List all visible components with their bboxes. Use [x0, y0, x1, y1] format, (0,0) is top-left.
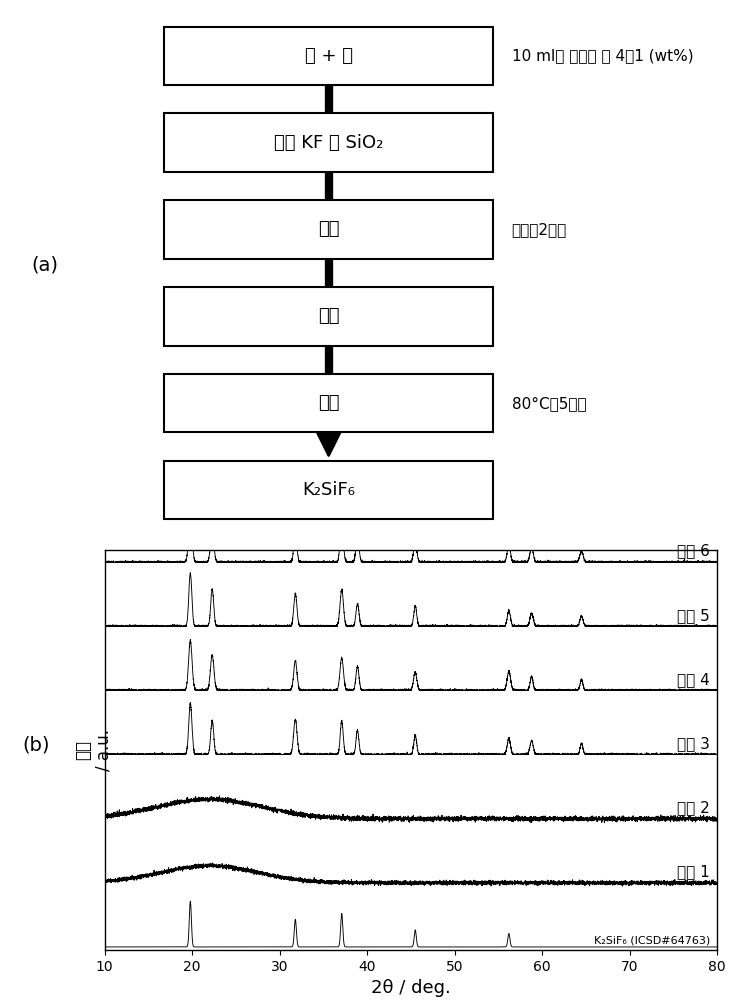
Text: 混合: 混合	[318, 220, 339, 238]
Text: (a): (a)	[31, 255, 58, 274]
X-axis label: 2θ / deg.: 2θ / deg.	[371, 979, 450, 997]
Text: 10 ml， 水：酸 ＝ 4：1 (wt%): 10 ml， 水：酸 ＝ 4：1 (wt%)	[512, 48, 693, 63]
Y-axis label: 强度
/ a.u.: 强度 / a.u.	[74, 729, 113, 771]
Bar	[164, 374, 493, 432]
Text: 样哆 3: 样哆 3	[678, 736, 710, 751]
Text: 80°C，5小时: 80°C，5小时	[512, 396, 586, 411]
Text: 水 + 酸: 水 + 酸	[305, 47, 353, 65]
Text: 样哆 1: 样哆 1	[678, 864, 710, 879]
Bar	[164, 113, 493, 172]
Text: K₂SiF₆: K₂SiF₆	[303, 481, 355, 499]
Bar	[164, 461, 493, 519]
Text: K₂SiF₆ (ICSD#64763): K₂SiF₆ (ICSD#64763)	[594, 935, 710, 945]
Text: 干燥: 干燥	[318, 394, 339, 412]
Text: 样哆 6: 样哆 6	[678, 544, 710, 559]
Text: 过滤: 过滤	[318, 307, 339, 325]
Bar	[164, 27, 493, 85]
Text: 样哆 5: 样哆 5	[678, 608, 710, 623]
Text: (b): (b)	[22, 736, 50, 754]
Text: 样哆 2: 样哆 2	[678, 800, 710, 815]
Text: 添加 KF 和 SiO₂: 添加 KF 和 SiO₂	[274, 134, 383, 152]
Bar	[164, 200, 493, 259]
Text: 样哆 4: 样哆 4	[678, 672, 710, 687]
Bar	[164, 287, 493, 346]
Text: 室温，2小时: 室温，2小时	[512, 222, 567, 237]
